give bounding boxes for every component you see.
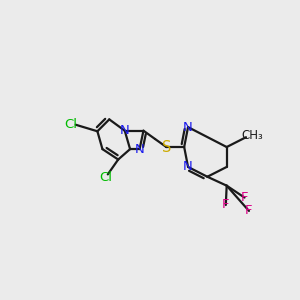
Text: F: F <box>245 204 253 218</box>
Text: F: F <box>222 199 230 212</box>
Text: N: N <box>183 121 193 134</box>
Text: Cl: Cl <box>99 171 112 184</box>
Text: N: N <box>135 142 145 156</box>
Text: F: F <box>241 191 248 204</box>
Text: S: S <box>162 140 171 154</box>
Text: N: N <box>120 124 130 137</box>
Text: Cl: Cl <box>64 118 77 131</box>
Text: CH₃: CH₃ <box>241 129 263 142</box>
Text: N: N <box>183 160 193 173</box>
